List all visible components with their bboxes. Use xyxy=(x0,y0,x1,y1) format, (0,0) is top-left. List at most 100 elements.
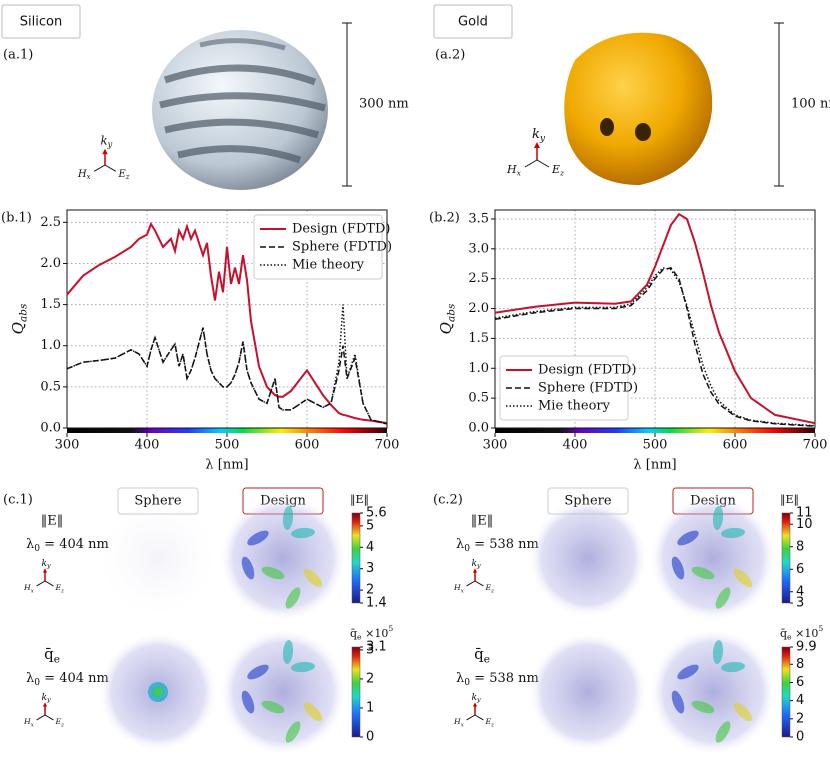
colorbar-tick-label: 1 xyxy=(366,700,374,715)
panel-tag: (a.1) xyxy=(3,48,33,63)
axis-label: Ez xyxy=(485,583,495,594)
text-part: 5 xyxy=(818,624,823,633)
axis-arrow xyxy=(466,580,476,587)
row-wavelength: λ0 = 538 nm xyxy=(456,537,539,554)
field-map xyxy=(651,496,775,620)
colorbar-tick-label: 8 xyxy=(796,539,804,554)
hotspot xyxy=(671,690,685,714)
text-part: k xyxy=(472,692,478,702)
hotspot xyxy=(733,702,753,722)
axis-label: Ez xyxy=(55,717,65,728)
axis-label: ky xyxy=(42,558,52,569)
text-part: H xyxy=(506,163,517,176)
row-quantity: ‖E‖ xyxy=(471,514,494,529)
axis-label: Hx xyxy=(453,717,464,728)
y-tick-label: 0.0 xyxy=(468,421,489,436)
y-tick-label: 0.0 xyxy=(40,421,61,436)
axis-arrow xyxy=(44,580,54,587)
text-part: z xyxy=(490,722,494,728)
text-part: Q xyxy=(437,322,455,334)
y-tick-label: 0.5 xyxy=(40,379,61,394)
series-line xyxy=(66,304,388,425)
axis-label: ky xyxy=(472,558,482,569)
text-part: k xyxy=(532,127,540,142)
hotspot xyxy=(247,664,269,680)
field-map xyxy=(221,496,345,620)
silicon-particle xyxy=(152,30,328,190)
y-tick-label: 2.5 xyxy=(468,271,489,286)
text-part: q̄ xyxy=(474,645,484,663)
x-tick-label: 300 xyxy=(55,438,80,453)
text-part: e xyxy=(54,654,60,666)
axis-label: Ez xyxy=(551,163,565,177)
material-name: Gold xyxy=(458,15,488,30)
y-tick-label: 1.5 xyxy=(468,331,489,346)
colorbar-tick-label: 6 xyxy=(796,675,804,690)
axis-arrowhead xyxy=(472,702,478,707)
y-tick-label: 2.5 xyxy=(40,215,61,230)
colorbar-tick-label: 11 xyxy=(796,506,813,521)
axis-label: Ez xyxy=(118,169,130,181)
y-tick-label: 1.0 xyxy=(468,361,489,376)
y-axis-label: Qabs xyxy=(437,303,458,334)
x-tick-label: 400 xyxy=(135,438,160,453)
row-wavelength: λ0 = 538 nm xyxy=(456,671,539,688)
text-part: H xyxy=(77,169,87,180)
text-part: λ xyxy=(26,671,34,686)
x-tick-label: 700 xyxy=(375,438,400,453)
text-part: z xyxy=(490,588,494,594)
text-part: ×10 xyxy=(792,627,819,640)
row-quantity: ‖E‖ xyxy=(41,514,64,529)
colorbar-tick-label: 4 xyxy=(796,584,804,599)
colorbar-tick-label: 9.9 xyxy=(796,640,817,655)
axis-arrow xyxy=(44,714,54,721)
axis-label: Hx xyxy=(23,717,34,728)
x-tick-label: 600 xyxy=(723,438,748,453)
colorbar-tick-label: 10 xyxy=(796,517,813,532)
colorbar-tick-label: 4 xyxy=(796,693,804,708)
text-part: E xyxy=(485,717,492,726)
hotspot xyxy=(303,568,323,588)
row-wavelength: λ0 = 404 nm xyxy=(26,537,109,554)
text-part: y xyxy=(539,133,546,143)
colorbar-tick-label: 3.1 xyxy=(366,640,387,655)
hotspot xyxy=(241,690,255,714)
series-line xyxy=(494,212,816,425)
text-part: H xyxy=(453,717,461,726)
text-part: k xyxy=(42,558,48,568)
colorbar-tick-label: 2 xyxy=(796,711,804,726)
colorbar-tick-label: 8 xyxy=(796,657,804,672)
y-axis-label: Qabs xyxy=(9,303,30,334)
text-part: e xyxy=(357,632,362,641)
text-part: 5 xyxy=(388,624,393,633)
text-part: λ xyxy=(456,671,464,686)
hotspot xyxy=(285,721,301,743)
field-map xyxy=(100,500,216,616)
x-tick-label: 500 xyxy=(643,438,668,453)
colorbar-title: q̄e ×105 xyxy=(780,624,823,641)
colorbar xyxy=(351,646,361,738)
text-part: x xyxy=(31,588,34,594)
axis-arrowhead xyxy=(42,702,48,707)
hotspot xyxy=(721,661,745,673)
x-tick-label: 500 xyxy=(215,438,240,453)
hotspot xyxy=(677,530,699,546)
text-part: ×10 xyxy=(362,627,389,640)
axis-label: Hx xyxy=(453,583,464,594)
y-tick-label: 1.0 xyxy=(40,338,61,353)
hotspot xyxy=(241,556,255,580)
text-part: = 538 nm xyxy=(470,537,539,552)
row-wavelength: λ0 = 404 nm xyxy=(26,671,109,688)
text-part: E xyxy=(485,583,492,592)
legend-box xyxy=(499,355,629,421)
hotspot xyxy=(721,527,745,539)
colorbar-tick-label: 3 xyxy=(366,642,374,657)
text-part: z xyxy=(559,168,565,177)
hotspot xyxy=(677,664,699,680)
x-tick-label: 300 xyxy=(483,438,508,453)
text-part: x xyxy=(31,722,34,728)
material-box xyxy=(1,4,81,39)
y-tick-label: 1.5 xyxy=(40,297,61,312)
material-name: Silicon xyxy=(20,15,62,30)
axis-label: Ez xyxy=(485,717,495,728)
